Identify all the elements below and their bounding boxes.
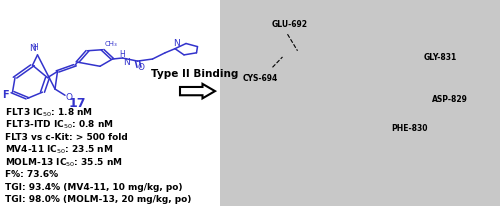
Text: FLT3 vs c-Kit: > 500 fold: FLT3 vs c-Kit: > 500 fold xyxy=(5,132,128,142)
FancyArrow shape xyxy=(180,84,215,99)
Text: O: O xyxy=(137,63,144,72)
Bar xyxy=(220,0,500,206)
Text: GLU-692: GLU-692 xyxy=(272,20,308,29)
Text: F%: 73.6%: F%: 73.6% xyxy=(5,170,58,179)
Text: ASP-829: ASP-829 xyxy=(432,94,468,103)
Text: N: N xyxy=(29,44,36,53)
Text: N: N xyxy=(172,39,180,48)
Text: MV4-11 IC$_{50}$: 23.5 nM: MV4-11 IC$_{50}$: 23.5 nM xyxy=(5,143,114,156)
Text: H: H xyxy=(119,49,125,58)
Text: Type II Binding: Type II Binding xyxy=(152,68,238,78)
Text: H: H xyxy=(32,43,38,52)
Text: FLT3 IC$_{50}$: 1.8 nM: FLT3 IC$_{50}$: 1.8 nM xyxy=(5,106,93,118)
Text: 17: 17 xyxy=(69,97,86,109)
Text: GLY-831: GLY-831 xyxy=(424,53,456,62)
Text: CH₃: CH₃ xyxy=(105,41,118,47)
Text: F: F xyxy=(2,90,8,100)
Text: MOLM-13 IC$_{50}$: 35.5 nM: MOLM-13 IC$_{50}$: 35.5 nM xyxy=(5,156,122,168)
Text: TGI: 98.0% (MOLM-13, 20 mg/kg, po): TGI: 98.0% (MOLM-13, 20 mg/kg, po) xyxy=(5,194,192,203)
Text: N: N xyxy=(124,58,130,67)
Text: O: O xyxy=(66,92,72,101)
Text: FLT3-ITD IC$_{50}$: 0.8 nM: FLT3-ITD IC$_{50}$: 0.8 nM xyxy=(5,118,114,131)
Text: TGI: 93.4% (MV4-11, 10 mg/kg, po): TGI: 93.4% (MV4-11, 10 mg/kg, po) xyxy=(5,182,182,191)
Text: CYS-694: CYS-694 xyxy=(242,74,278,83)
Text: PHE-830: PHE-830 xyxy=(392,123,428,132)
